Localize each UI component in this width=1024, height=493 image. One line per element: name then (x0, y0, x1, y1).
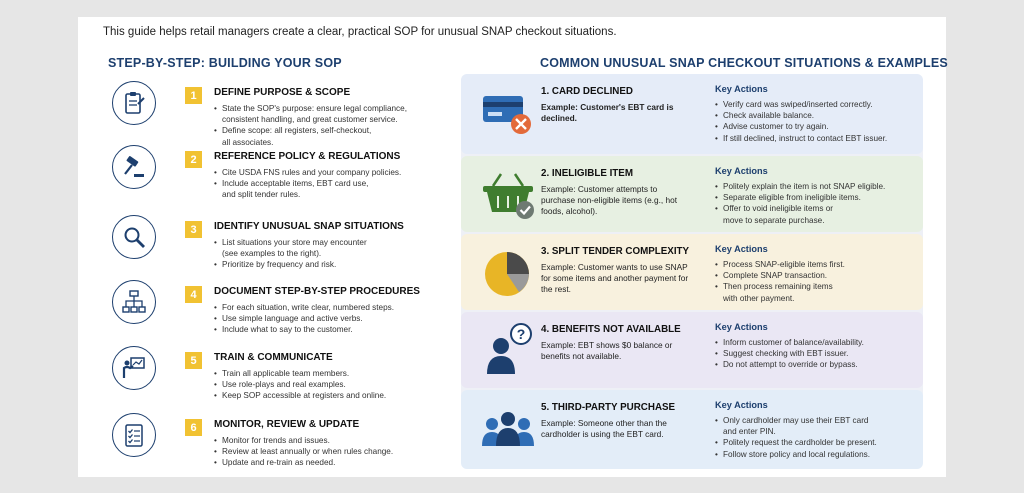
step-bullets: State the SOP's purpose: ensure legal co… (214, 103, 454, 148)
step-title: MONITOR, REVIEW & UPDATE (214, 419, 360, 430)
step-bullet: Use role-plays and real examples. (214, 379, 454, 390)
step-bullet: Review at least annually or when rules c… (214, 446, 454, 457)
key-actions-list: Verify card was swiped/inserted correctl… (715, 99, 920, 144)
situation-card-2: 2. INELIGIBLE ITEM Example: Customer att… (461, 156, 923, 232)
presenter-icon (112, 346, 156, 390)
key-action: Politely explain the item is not SNAP el… (715, 181, 920, 192)
step-bullets: List situations your store may encounter… (214, 237, 454, 271)
key-action: Inform customer of balance/availability. (715, 337, 920, 348)
right-heading: COMMON UNUSUAL SNAP CHECKOUT SITUATIONS … (540, 56, 948, 70)
pie-icon (479, 244, 537, 300)
step-bullet: State the SOP's purpose: ensure legal co… (214, 103, 454, 125)
left-heading: STEP-BY-STEP: BUILDING YOUR SOP (108, 56, 342, 70)
key-action: Follow store policy and local regulation… (715, 449, 920, 460)
step-bullets: Monitor for trends and issues. Review at… (214, 435, 454, 469)
magnifier-icon (112, 215, 156, 259)
situation-title: 1. CARD DECLINED (541, 86, 633, 97)
step-number: 3 (185, 221, 202, 238)
key-actions-list: Only cardholder may use their EBT card a… (715, 415, 920, 460)
situation-title: 4. BENEFITS NOT AVAILABLE (541, 324, 681, 335)
step-title: DOCUMENT STEP-BY-STEP PROCEDURES (214, 286, 420, 297)
key-action: Do not attempt to override or bypass. (715, 359, 920, 370)
situation-title: 3. SPLIT TENDER COMPLEXITY (541, 246, 690, 257)
situation-card-4: ? 4. BENEFITS NOT AVAILABLE Example: EBT… (461, 312, 923, 388)
gavel-icon (112, 145, 156, 189)
step-bullet: Define scope: all registers, self-checko… (214, 125, 454, 147)
step-title: TRAIN & COMMUNICATE (214, 352, 333, 363)
step-bullet: Prioritize by frequency and risk. (214, 259, 454, 270)
step-bullets: For each situation, write clear, numbere… (214, 302, 454, 336)
intro-text: This guide helps retail managers create … (103, 26, 617, 38)
key-action: If still declined, instruct to contact E… (715, 133, 920, 144)
key-actions-label: Key Actions (715, 322, 768, 332)
step-title: IDENTIFY UNUSUAL SNAP SITUATIONS (214, 221, 404, 232)
situation-example: Example: Customer's EBT card is declined… (541, 102, 674, 123)
clipboard-icon (112, 81, 156, 125)
card-declined-icon (479, 84, 537, 140)
key-action: Verify card was swiped/inserted correctl… (715, 99, 920, 110)
situation-card-1: 1. CARD DECLINED Example: Customer's EBT… (461, 74, 923, 154)
key-action: Suggest checking with EBT issuer. (715, 348, 920, 359)
key-action: Separate eligible from ineligible items. (715, 192, 920, 203)
flowchart-icon (112, 280, 156, 324)
key-action: Process SNAP-eligible items first. (715, 259, 920, 270)
situation-card-3: 3. SPLIT TENDER COMPLEXITY Example: Cust… (461, 234, 923, 310)
question-person-icon: ? (479, 322, 537, 378)
situation-example: Example: EBT shows $0 balance or benefit… (541, 340, 673, 361)
step-title: REFERENCE POLICY & REGULATIONS (214, 151, 401, 162)
group-icon (479, 400, 537, 456)
step-bullets: Cite USDA FNS rules and your company pol… (214, 167, 454, 201)
step-bullet: Use simple language and active verbs. (214, 313, 454, 324)
key-action: Check available balance. (715, 110, 920, 121)
key-actions-label: Key Actions (715, 166, 768, 176)
checklist-icon (112, 413, 156, 457)
situation-example: Example: Customer attempts to purchase n… (541, 184, 678, 216)
situation-card-5: 5. THIRD-PARTY PURCHASE Example: Someone… (461, 390, 923, 469)
situation-example: Example: Someone other than the cardhold… (541, 418, 667, 439)
situation-example: Example: Customer wants to use SNAP for … (541, 262, 689, 294)
step-bullet: Train all applicable team members. (214, 368, 454, 379)
key-actions-list: Process SNAP-eligible items first. Compl… (715, 259, 920, 304)
step-bullet: List situations your store may encounter… (214, 237, 454, 259)
step-number: 1 (185, 87, 202, 104)
step-bullet: Keep SOP accessible at registers and onl… (214, 390, 454, 401)
key-action: Politely request the cardholder be prese… (715, 437, 920, 448)
key-actions-list: Inform customer of balance/availability.… (715, 337, 920, 371)
step-number: 4 (185, 286, 202, 303)
sop-guide-page: This guide helps retail managers create … (78, 17, 948, 477)
step-bullet: Monitor for trends and issues. (214, 435, 454, 446)
key-action: Offer to void ineligible items or move t… (715, 203, 920, 225)
key-actions-label: Key Actions (715, 244, 768, 254)
basket-icon (479, 166, 537, 222)
step-number: 5 (185, 352, 202, 369)
step-number: 2 (185, 151, 202, 168)
key-actions-label: Key Actions (715, 84, 768, 94)
situation-title: 2. INELIGIBLE ITEM (541, 168, 633, 179)
key-actions-label: Key Actions (715, 400, 768, 410)
step-number: 6 (185, 419, 202, 436)
key-action: Only cardholder may use their EBT card a… (715, 415, 920, 437)
key-action: Complete SNAP transaction. (715, 270, 920, 281)
step-bullet: Include acceptable items, EBT card use, … (214, 178, 454, 200)
step-bullet: For each situation, write clear, numbere… (214, 302, 454, 313)
step-bullet: Update and re-train as needed. (214, 457, 454, 468)
key-action: Advise customer to try again. (715, 121, 920, 132)
step-bullets: Train all applicable team members. Use r… (214, 368, 454, 402)
step-bullet: Include what to say to the customer. (214, 324, 454, 335)
step-title: DEFINE PURPOSE & SCOPE (214, 87, 351, 98)
step-bullet: Cite USDA FNS rules and your company pol… (214, 167, 454, 178)
situations-panel: 1. CARD DECLINED Example: Customer's EBT… (461, 74, 923, 469)
situation-title: 5. THIRD-PARTY PURCHASE (541, 402, 676, 413)
key-actions-list: Politely explain the item is not SNAP el… (715, 181, 920, 226)
key-action: Then process remaining items with other … (715, 281, 920, 303)
svg-text:?: ? (517, 326, 526, 342)
